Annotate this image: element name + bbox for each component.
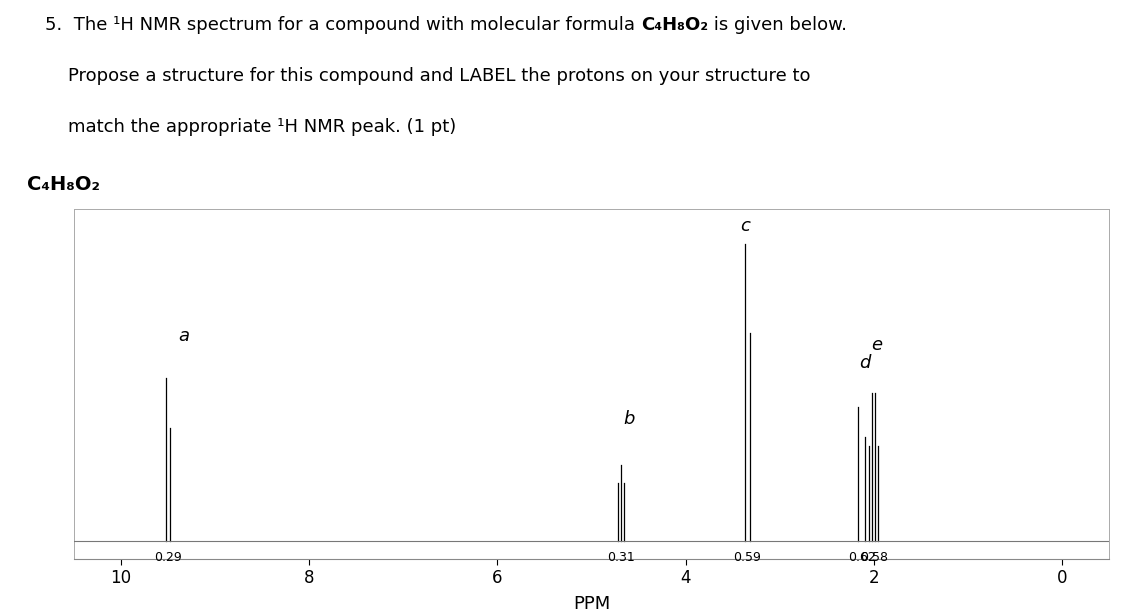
Text: 0.58: 0.58 xyxy=(860,551,887,564)
X-axis label: PPM: PPM xyxy=(573,596,610,613)
Text: match the appropriate ¹H NMR peak. (1 pt): match the appropriate ¹H NMR peak. (1 pt… xyxy=(45,118,456,136)
Text: 0.29: 0.29 xyxy=(154,551,181,564)
Text: is given below.: is given below. xyxy=(709,16,847,34)
Text: a: a xyxy=(178,327,189,345)
Text: 0.59: 0.59 xyxy=(734,551,761,564)
Text: C₄H₈O₂: C₄H₈O₂ xyxy=(641,16,709,34)
Text: e: e xyxy=(872,336,882,354)
Text: Propose a structure for this compound and LABEL the protons on your structure to: Propose a structure for this compound an… xyxy=(45,67,811,85)
Text: 5.  The ¹H NMR spectrum for a compound with molecular formula: 5. The ¹H NMR spectrum for a compound wi… xyxy=(45,16,641,34)
Text: 0.62: 0.62 xyxy=(848,551,875,564)
Text: b: b xyxy=(624,410,635,428)
Text: c: c xyxy=(740,217,749,235)
Text: C₄H₈O₂: C₄H₈O₂ xyxy=(27,175,100,193)
Text: d: d xyxy=(859,354,871,372)
Text: 0.31: 0.31 xyxy=(607,551,635,564)
